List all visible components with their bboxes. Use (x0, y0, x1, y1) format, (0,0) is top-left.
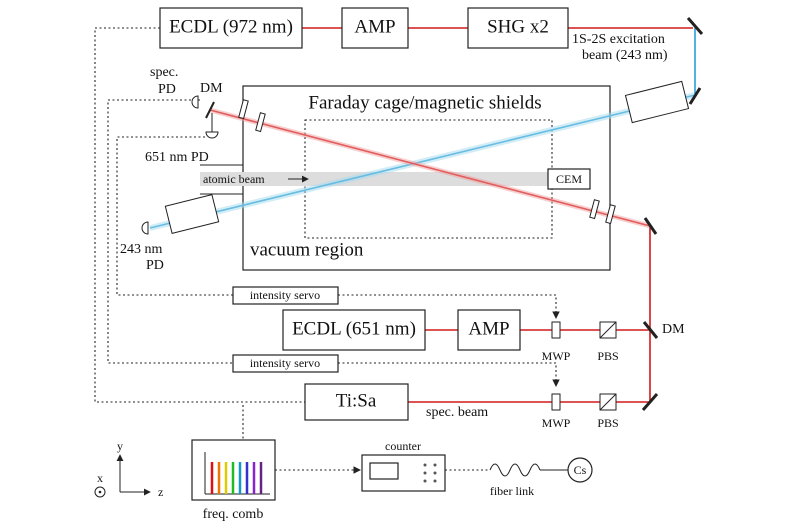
label: MWP (542, 349, 571, 363)
label: y (117, 439, 123, 453)
label: 1S-2S excitation (572, 32, 665, 47)
label: spec. beam (426, 405, 488, 420)
fiber-coil (489, 463, 541, 477)
label: DM (662, 322, 685, 337)
label: PD (146, 258, 164, 273)
label: intensity servo (250, 356, 320, 370)
label: PD (158, 82, 176, 97)
label: DM (200, 81, 223, 96)
label: z (158, 485, 163, 499)
label: 651 nm PD (145, 150, 209, 165)
label: vacuum region (250, 239, 364, 260)
label: SHG x2 (487, 16, 549, 37)
control-lines (94, 27, 560, 474)
label: Ti:Sa (336, 390, 377, 411)
cem-box (547, 168, 591, 190)
label: fiber link (490, 484, 534, 498)
label: atomic beam (203, 172, 265, 186)
label: spec. (150, 65, 178, 80)
label: beam (243 nm) (582, 48, 668, 63)
comb-lines (204, 452, 270, 495)
label: MWP (542, 416, 571, 430)
optics (141, 17, 704, 411)
label: Faraday cage/magnetic shields (308, 92, 541, 113)
label: AMP (468, 318, 509, 339)
cs-clock (567, 457, 593, 483)
label: ECDL (972 nm) (169, 16, 293, 37)
label: freq. comb (203, 507, 264, 522)
label: counter (385, 439, 421, 453)
label: AMP (354, 16, 395, 37)
label: ECDL (651 nm) (292, 318, 416, 339)
label: Cs (574, 463, 587, 477)
label: 243 nm (120, 242, 163, 257)
label: CEM (556, 172, 582, 186)
label: x (97, 471, 103, 485)
label: intensity servo (250, 288, 320, 302)
label: PBS (597, 349, 618, 363)
label: PBS (597, 416, 618, 430)
